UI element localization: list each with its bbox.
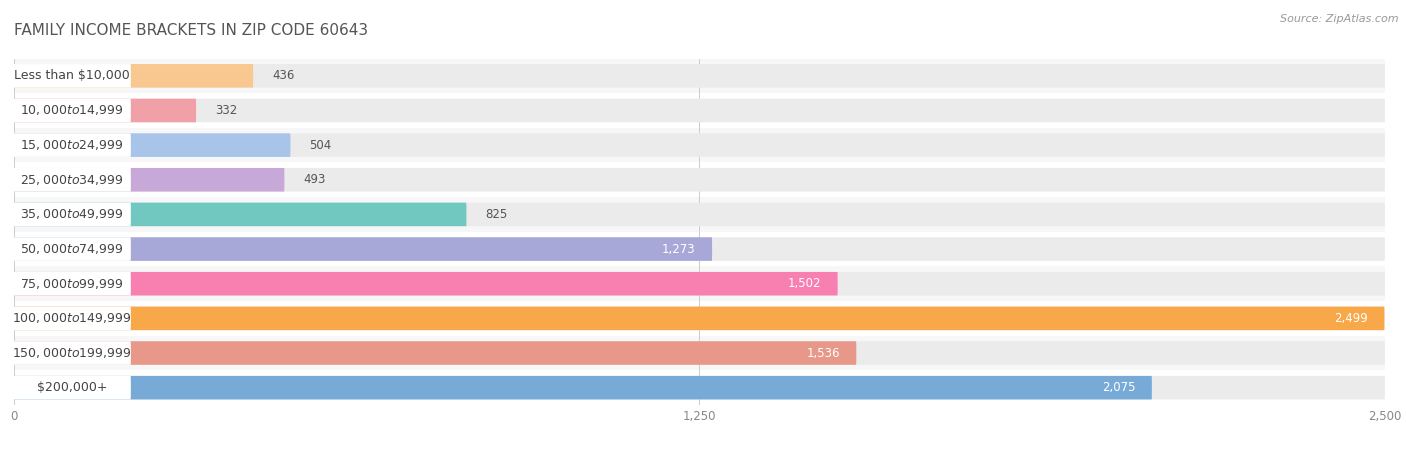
Text: $25,000 to $34,999: $25,000 to $34,999	[20, 173, 124, 187]
Text: FAMILY INCOME BRACKETS IN ZIP CODE 60643: FAMILY INCOME BRACKETS IN ZIP CODE 60643	[14, 22, 368, 38]
Text: 493: 493	[304, 173, 326, 186]
FancyBboxPatch shape	[14, 99, 195, 122]
Text: $200,000+: $200,000+	[37, 381, 107, 394]
FancyBboxPatch shape	[14, 99, 1385, 122]
FancyBboxPatch shape	[13, 272, 131, 296]
Text: 825: 825	[485, 208, 508, 221]
FancyBboxPatch shape	[13, 202, 131, 226]
Bar	[0, 301, 1406, 336]
FancyBboxPatch shape	[13, 133, 131, 157]
FancyBboxPatch shape	[14, 376, 1152, 400]
FancyBboxPatch shape	[14, 64, 1385, 88]
FancyBboxPatch shape	[14, 237, 1385, 261]
Text: Less than $10,000: Less than $10,000	[14, 69, 129, 82]
FancyBboxPatch shape	[13, 237, 131, 261]
Text: 504: 504	[309, 139, 332, 152]
Bar	[0, 336, 1406, 370]
FancyBboxPatch shape	[14, 306, 1385, 330]
FancyBboxPatch shape	[13, 168, 131, 192]
Bar	[0, 93, 1406, 128]
Bar	[0, 232, 1406, 266]
Bar	[0, 162, 1406, 197]
FancyBboxPatch shape	[14, 237, 711, 261]
Text: $75,000 to $99,999: $75,000 to $99,999	[20, 277, 124, 291]
FancyBboxPatch shape	[13, 376, 131, 400]
Text: 1,502: 1,502	[787, 277, 821, 290]
Text: 2,499: 2,499	[1334, 312, 1368, 325]
Bar	[0, 197, 1406, 232]
FancyBboxPatch shape	[14, 168, 1385, 192]
FancyBboxPatch shape	[13, 341, 131, 365]
Text: 436: 436	[273, 69, 295, 82]
FancyBboxPatch shape	[14, 202, 467, 226]
FancyBboxPatch shape	[13, 64, 131, 88]
FancyBboxPatch shape	[14, 133, 291, 157]
Text: 1,536: 1,536	[807, 346, 839, 360]
Text: $50,000 to $74,999: $50,000 to $74,999	[20, 242, 124, 256]
Text: 1,273: 1,273	[662, 243, 696, 256]
FancyBboxPatch shape	[14, 341, 856, 365]
FancyBboxPatch shape	[14, 272, 1385, 296]
FancyBboxPatch shape	[14, 168, 284, 192]
Text: Source: ZipAtlas.com: Source: ZipAtlas.com	[1281, 14, 1399, 23]
FancyBboxPatch shape	[14, 306, 1385, 330]
FancyBboxPatch shape	[14, 341, 1385, 365]
Text: 332: 332	[215, 104, 238, 117]
Bar	[0, 128, 1406, 162]
Bar	[0, 266, 1406, 301]
Text: 2,075: 2,075	[1102, 381, 1136, 394]
FancyBboxPatch shape	[13, 99, 131, 122]
Bar	[0, 58, 1406, 93]
Text: $15,000 to $24,999: $15,000 to $24,999	[20, 138, 124, 152]
FancyBboxPatch shape	[13, 306, 131, 330]
Text: $35,000 to $49,999: $35,000 to $49,999	[20, 207, 124, 221]
FancyBboxPatch shape	[14, 272, 838, 296]
FancyBboxPatch shape	[14, 133, 1385, 157]
Text: $10,000 to $14,999: $10,000 to $14,999	[20, 104, 124, 117]
Bar	[0, 370, 1406, 405]
Text: $150,000 to $199,999: $150,000 to $199,999	[13, 346, 132, 360]
FancyBboxPatch shape	[14, 202, 1385, 226]
Text: $100,000 to $149,999: $100,000 to $149,999	[13, 311, 132, 325]
FancyBboxPatch shape	[14, 376, 1385, 400]
FancyBboxPatch shape	[14, 64, 253, 88]
